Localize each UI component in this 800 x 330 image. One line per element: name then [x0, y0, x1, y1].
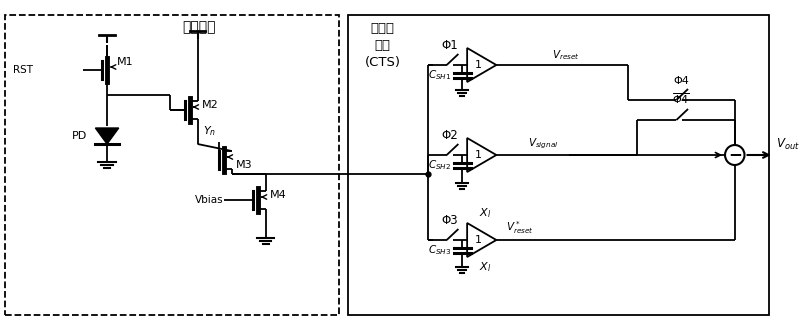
Bar — [5, 15, 338, 315]
Text: $C_{SH1}$: $C_{SH1}$ — [428, 68, 451, 82]
Text: M4: M4 — [270, 190, 286, 200]
Text: $V_{out}$: $V_{out}$ — [776, 137, 799, 152]
Text: Φ2: Φ2 — [442, 129, 458, 142]
Text: $X_l$: $X_l$ — [478, 206, 490, 220]
Text: 1: 1 — [475, 150, 482, 160]
Text: M1: M1 — [117, 57, 134, 67]
Text: $C_{SH2}$: $C_{SH2}$ — [429, 158, 451, 172]
Text: $V_{reset}$: $V_{reset}$ — [552, 48, 580, 62]
Polygon shape — [95, 128, 118, 144]
Text: Φ4: Φ4 — [674, 76, 689, 86]
Text: M3: M3 — [235, 160, 252, 170]
Text: $\overline{Φ4}$: $\overline{Φ4}$ — [672, 91, 690, 106]
Text: Vbias: Vbias — [195, 195, 224, 205]
Bar — [349, 15, 769, 315]
Text: $C_{SH3}$: $C_{SH3}$ — [428, 243, 451, 257]
Text: 像素电路: 像素电路 — [182, 20, 216, 34]
Text: $V^*_{reset}$: $V^*_{reset}$ — [506, 219, 534, 236]
Text: 1: 1 — [475, 60, 482, 70]
Text: PD: PD — [72, 131, 87, 141]
Text: 相关三
采样
(CTS): 相关三 采样 (CTS) — [365, 22, 401, 69]
Text: M2: M2 — [202, 100, 218, 110]
Text: $X_l$: $X_l$ — [478, 260, 490, 274]
Text: RST: RST — [13, 65, 33, 75]
Text: −: − — [728, 145, 742, 163]
Text: $Y_n$: $Y_n$ — [202, 124, 216, 138]
Text: 1: 1 — [475, 235, 482, 245]
Text: $V_{signal}$: $V_{signal}$ — [529, 137, 559, 151]
Text: Φ3: Φ3 — [442, 214, 458, 227]
Text: Φ1: Φ1 — [442, 39, 458, 52]
